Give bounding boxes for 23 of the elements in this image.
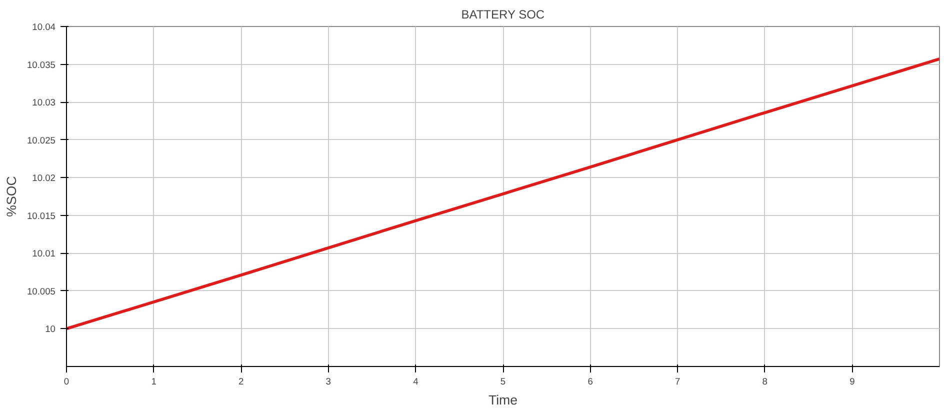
y-tick-label: 10.015 bbox=[26, 210, 56, 221]
y-tick-label: 10.005 bbox=[26, 286, 56, 296]
x-tick-label: 5 bbox=[500, 376, 506, 386]
y-tick-label: 10.025 bbox=[26, 135, 56, 146]
y-tick-label: 10.035 bbox=[26, 60, 56, 70]
y-axis-title: %SOC bbox=[4, 176, 19, 217]
y-tick-label: 10.02 bbox=[32, 173, 56, 184]
x-tick-label: 9 bbox=[850, 376, 855, 386]
y-tick-label: 10.03 bbox=[32, 98, 56, 108]
chart-title: BATTERY SOC bbox=[461, 8, 545, 22]
x-tick-label: 2 bbox=[238, 376, 244, 386]
x-tick-label: 7 bbox=[675, 376, 680, 386]
x-tick-label: 4 bbox=[413, 376, 418, 386]
line-series bbox=[66, 57, 940, 330]
x-tick-label: 3 bbox=[326, 376, 332, 386]
x-tick-label: 6 bbox=[588, 376, 593, 386]
y-tick-label: 10.01 bbox=[32, 248, 56, 259]
y-tick-label: 10 bbox=[45, 324, 56, 334]
y-tick-label: 10.04 bbox=[32, 22, 56, 32]
x-tick-label: 0 bbox=[64, 376, 70, 386]
x-axis-title: Time bbox=[488, 392, 518, 408]
x-tick-label: 1 bbox=[151, 376, 156, 386]
x-tick-label: 8 bbox=[762, 376, 768, 386]
